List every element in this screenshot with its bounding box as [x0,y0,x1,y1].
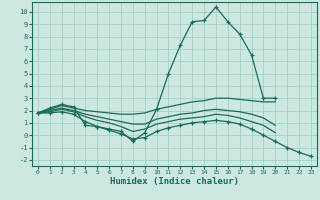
X-axis label: Humidex (Indice chaleur): Humidex (Indice chaleur) [110,177,239,186]
